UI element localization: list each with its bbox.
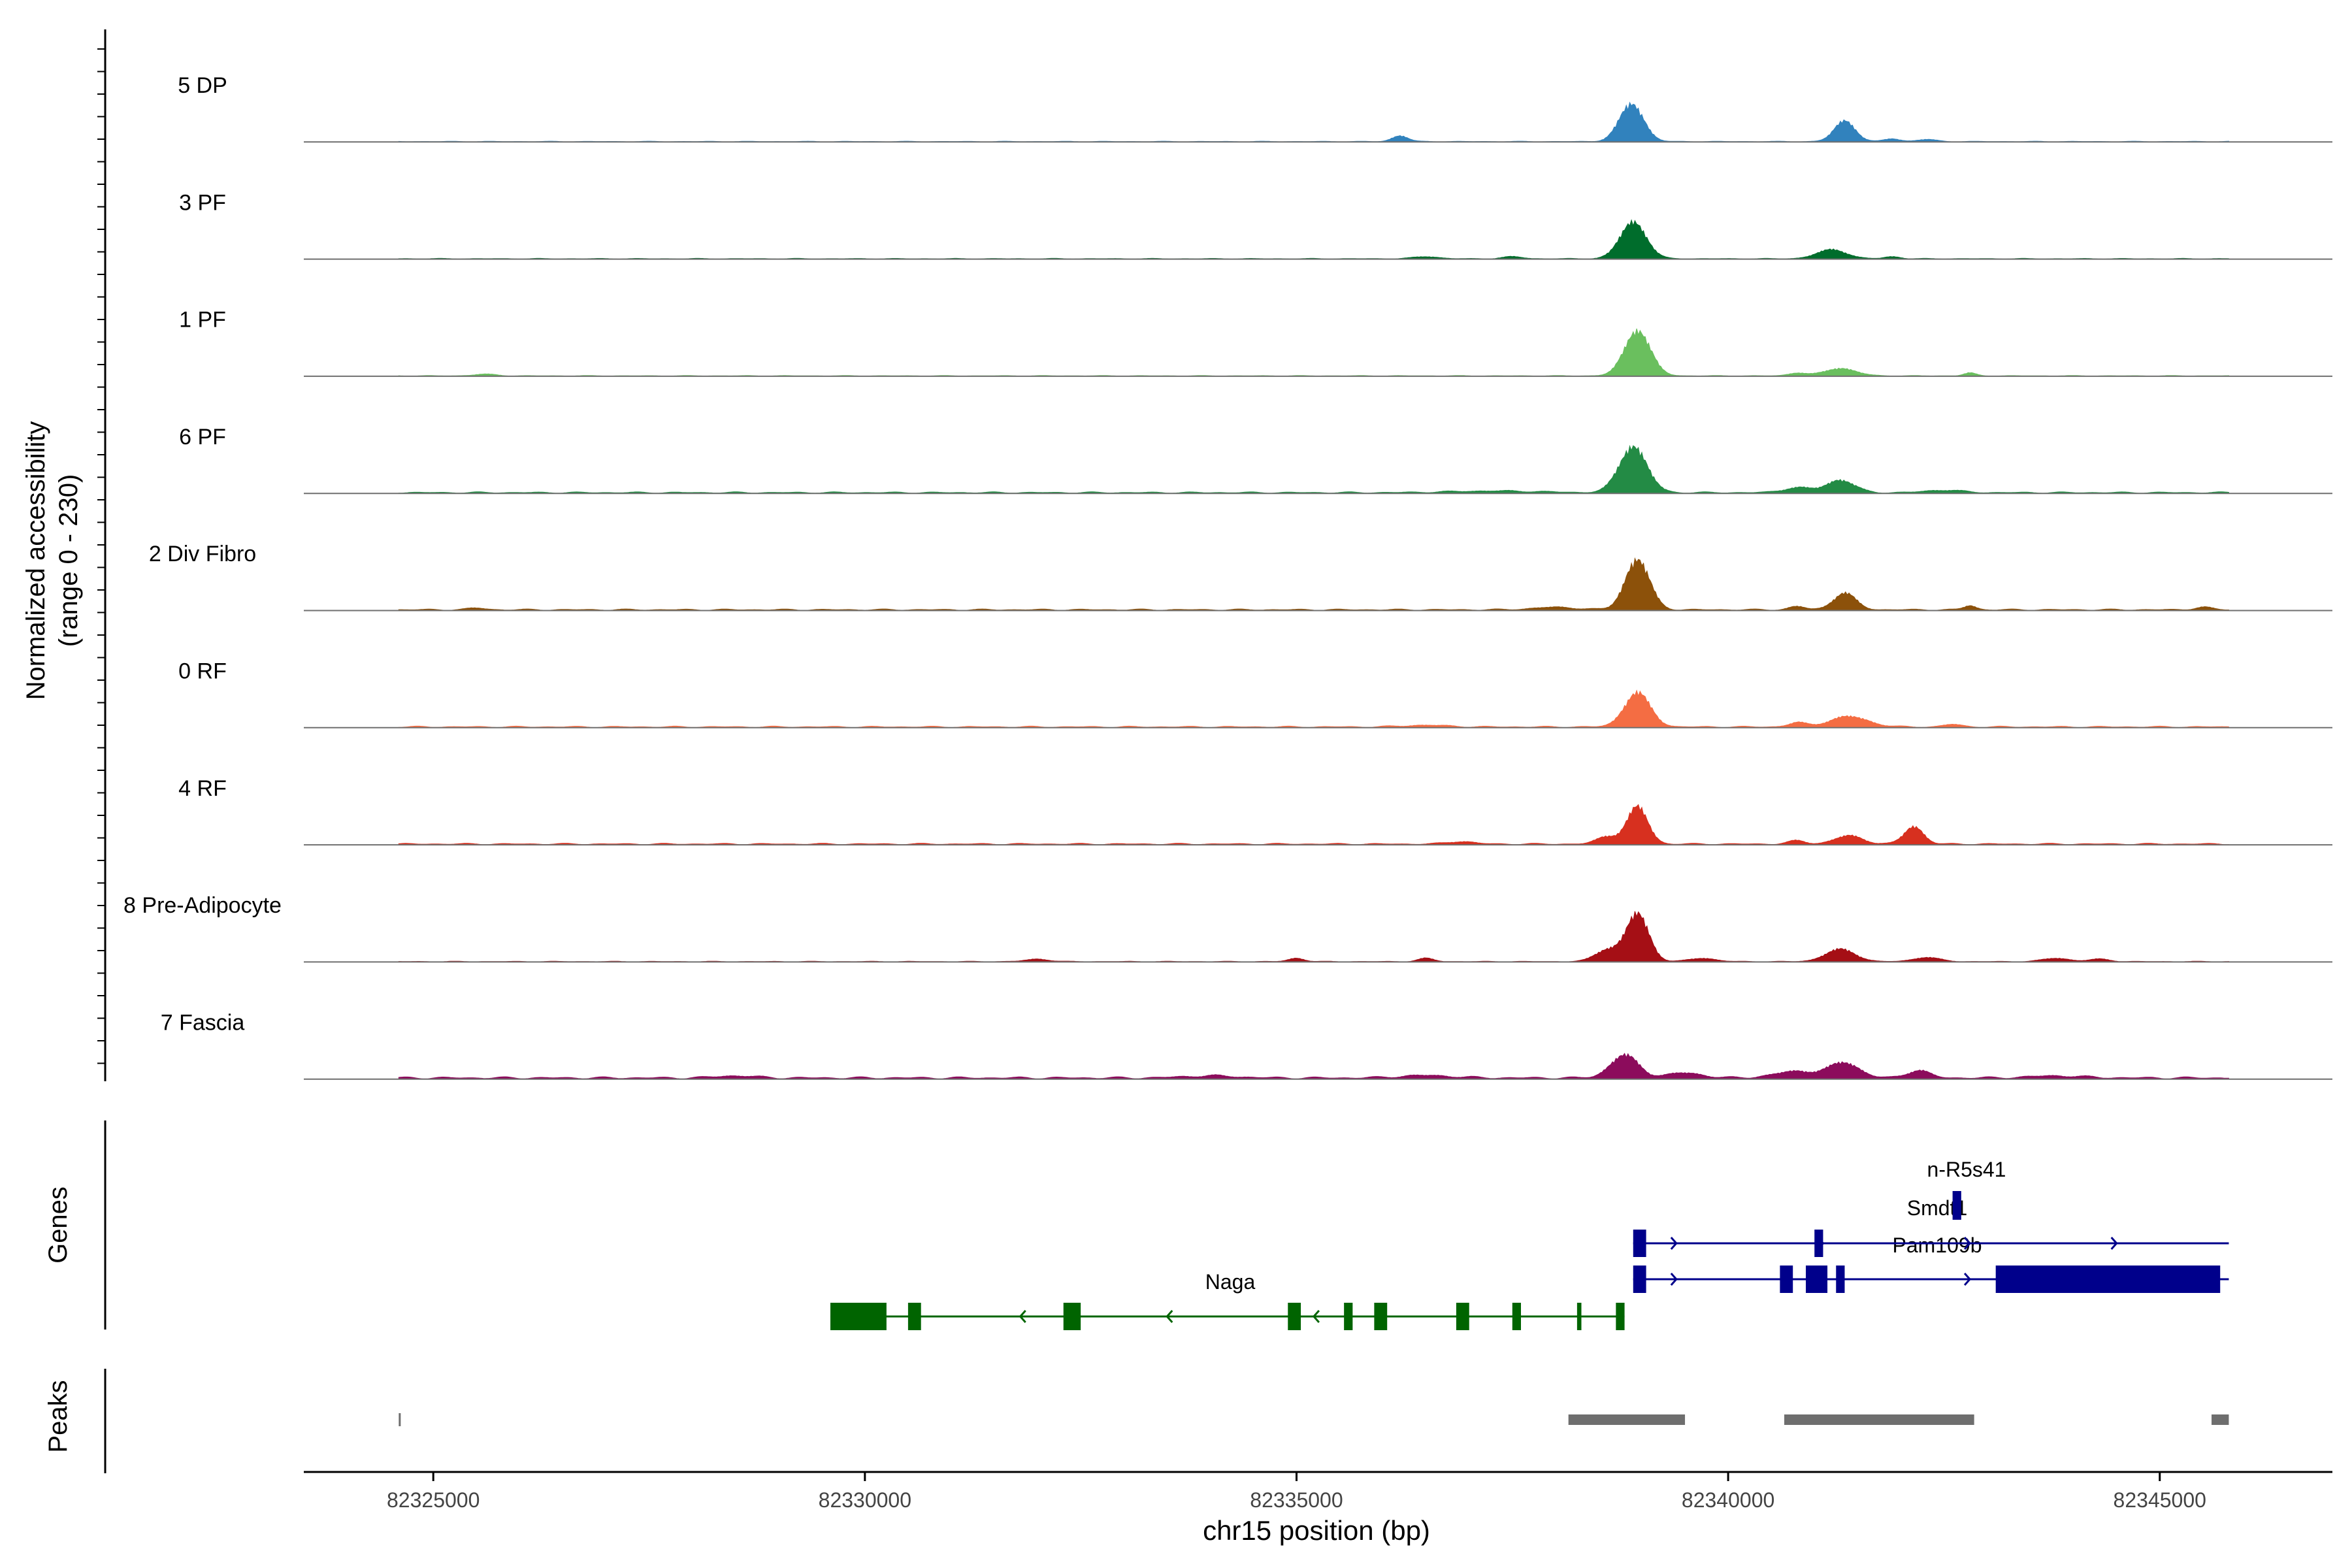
peak-region	[1784, 1414, 1974, 1425]
coverage-area	[398, 689, 2229, 728]
coverage-axis-label-line2: (range 0 - 230)	[54, 474, 83, 647]
gene-label: Naga	[1205, 1270, 1256, 1294]
track-3-pf: 3 PF	[179, 190, 2332, 260]
gene-exon	[1814, 1230, 1823, 1257]
gene-exon	[1780, 1266, 1793, 1293]
coverage-area	[398, 1053, 2229, 1080]
left-axes	[97, 29, 106, 1473]
gene-exon	[1344, 1303, 1353, 1330]
gene-naga: Naga	[830, 1270, 1625, 1330]
x-tick-label: 82335000	[1250, 1488, 1343, 1512]
coverage-axis-label-line1: Normalized accessibility	[22, 421, 50, 700]
track-1-pf: 1 PF	[179, 308, 2332, 377]
peak-region	[2212, 1414, 2229, 1425]
gene-exon	[1633, 1266, 1646, 1293]
coverage-tracks: 5 DP 3 PF 1 PF 6 PF 2 Div Fibro 0 RF 4 RF 8 Pre…	[123, 73, 2332, 1080]
peak-region	[399, 1413, 401, 1426]
gene-n-r5s41: n-R5s41	[1927, 1158, 2006, 1220]
gene-pam109b: Pam109b	[1633, 1233, 2229, 1293]
track-label: 2 Div Fibro	[149, 542, 256, 566]
peaks-panel	[399, 1413, 2229, 1426]
track-label: 4 RF	[178, 776, 227, 801]
gene-exon	[1806, 1266, 1828, 1293]
track-label: 1 PF	[179, 308, 226, 333]
track-8-pre-adipocyte: 8 Pre-Adipocyte	[123, 893, 2332, 963]
gene-exon	[830, 1303, 887, 1330]
x-axis: 82325000 82330000 82335000 82340000 82345000	[304, 1471, 2332, 1512]
coverage-area	[398, 804, 2229, 845]
coverage-area	[398, 101, 2229, 142]
coverage-area	[398, 219, 2229, 260]
coverage-area	[398, 911, 2229, 962]
strand-arrow	[1963, 1237, 1972, 1250]
gene-label: n-R5s41	[1927, 1158, 2006, 1181]
track-5-dp: 5 DP	[178, 73, 2332, 143]
track-label: 3 PF	[179, 190, 226, 215]
gene-exon	[1616, 1303, 1625, 1330]
strand-arrow	[1166, 1310, 1173, 1323]
strand-arrow	[2110, 1237, 2118, 1250]
gene-exon	[1995, 1266, 2221, 1293]
strand-arrow	[1312, 1310, 1320, 1323]
track-label: 7 Fascia	[161, 1010, 245, 1035]
gene-exon	[1063, 1303, 1081, 1330]
gene-exon	[1374, 1303, 1388, 1330]
gene-exon	[1512, 1303, 1521, 1330]
gene-exon	[1836, 1266, 1845, 1293]
x-tick-label: 82325000	[387, 1488, 480, 1512]
x-tick-label: 82330000	[819, 1488, 911, 1512]
gene-exon	[1456, 1303, 1469, 1330]
strand-arrow	[1019, 1310, 1026, 1323]
track-label: 8 Pre-Adipocyte	[123, 893, 282, 918]
peaks-panel-label: Peaks	[44, 1380, 73, 1452]
track-7-fascia: 7 Fascia	[161, 1010, 2332, 1080]
coverage-area	[398, 328, 2229, 377]
x-tick-label: 82340000	[1682, 1488, 1774, 1512]
gene-exon	[907, 1303, 921, 1330]
coverage-area	[398, 444, 2229, 494]
track-label: 5 DP	[178, 73, 227, 98]
x-tick-label: 82345000	[2114, 1488, 2206, 1512]
gene-exon	[1576, 1303, 1582, 1330]
gene-exon	[1288, 1303, 1301, 1330]
track-0-rf: 0 RF	[178, 659, 2332, 728]
track-4-rf: 4 RF	[178, 776, 2332, 846]
x-axis-label: chr15 position (bp)	[1203, 1515, 1430, 1546]
track-6-pf: 6 PF	[179, 425, 2332, 495]
strand-arrow	[1670, 1273, 1678, 1286]
strand-arrow	[1963, 1273, 1972, 1286]
strand-arrow	[1670, 1237, 1678, 1250]
gene-exon	[1952, 1191, 1961, 1220]
peak-region	[1568, 1414, 1686, 1425]
track-label: 6 PF	[179, 425, 226, 449]
gene-exon	[1633, 1230, 1646, 1257]
track-2-div-fibro: 2 Div Fibro	[149, 542, 2332, 612]
genes-panel-label: Genes	[44, 1186, 73, 1264]
coverage-area	[398, 557, 2229, 611]
track-label: 0 RF	[178, 659, 227, 684]
